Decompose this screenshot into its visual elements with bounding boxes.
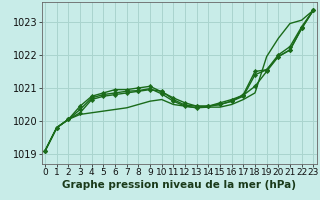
X-axis label: Graphe pression niveau de la mer (hPa): Graphe pression niveau de la mer (hPa)	[62, 180, 296, 190]
